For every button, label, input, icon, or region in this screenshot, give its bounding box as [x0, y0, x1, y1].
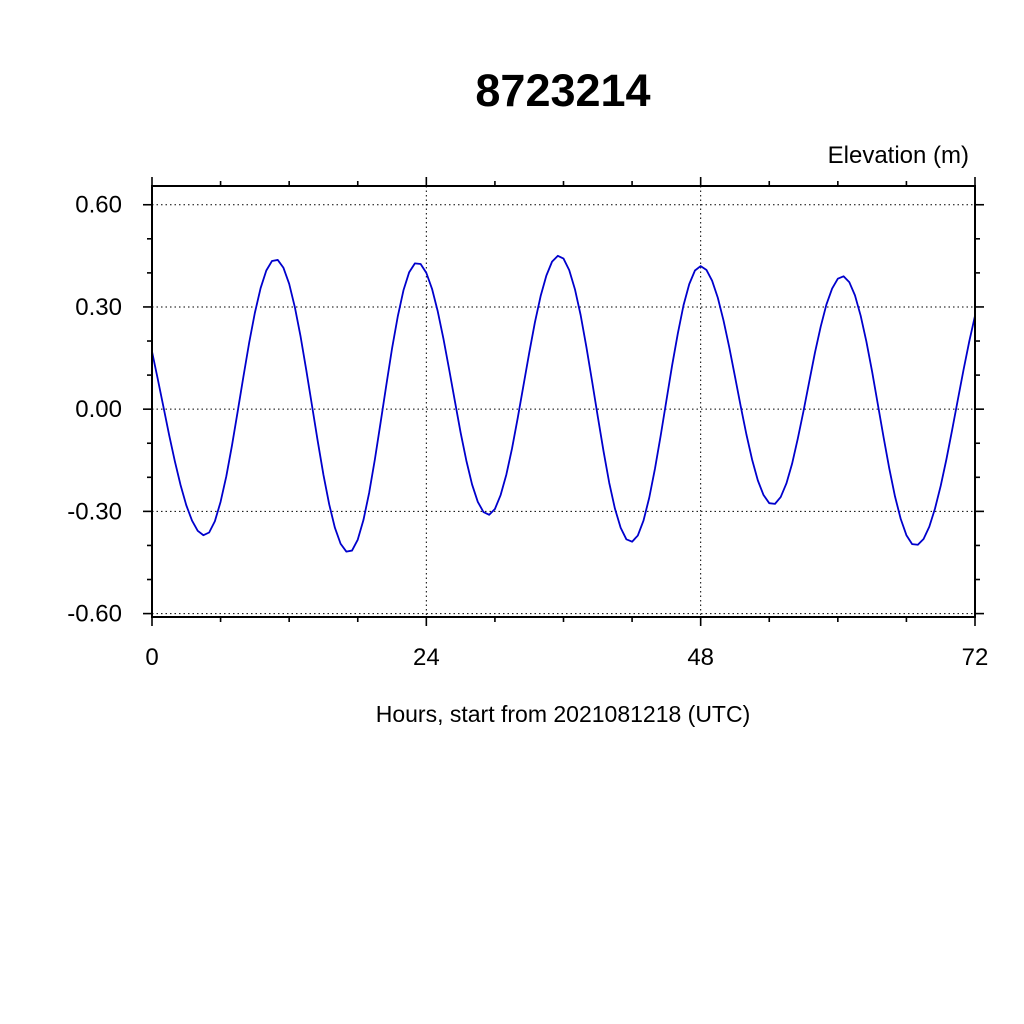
y-tick-label: 0.30	[75, 294, 122, 321]
plot-frame	[151, 185, 976, 618]
y-axis-unit-label: Elevation (m)	[828, 142, 969, 169]
chart-title: 8723214	[475, 65, 650, 116]
y-tick-label: -0.30	[67, 498, 122, 525]
elevation-curve	[151, 254, 976, 553]
tick-labels-layer: 0 24 48 72 -0.60 -0.30 0.00 0.30 0.60	[67, 192, 988, 671]
x-tick-label: 48	[687, 644, 714, 671]
y-tick-label: -0.60	[67, 601, 122, 628]
frame-layer	[151, 185, 976, 618]
gridlines-layer	[152, 186, 975, 617]
x-tick-label: 72	[962, 644, 989, 671]
ticks-layer	[143, 177, 984, 626]
curve-layer	[151, 254, 976, 553]
x-axis-title: Hours, start from 2021081218 (UTC)	[376, 701, 751, 727]
y-tick-label: 0.60	[75, 192, 122, 219]
x-tick-label: 0	[145, 644, 158, 671]
x-tick-label: 24	[413, 644, 440, 671]
y-tick-label: 0.00	[75, 396, 122, 423]
